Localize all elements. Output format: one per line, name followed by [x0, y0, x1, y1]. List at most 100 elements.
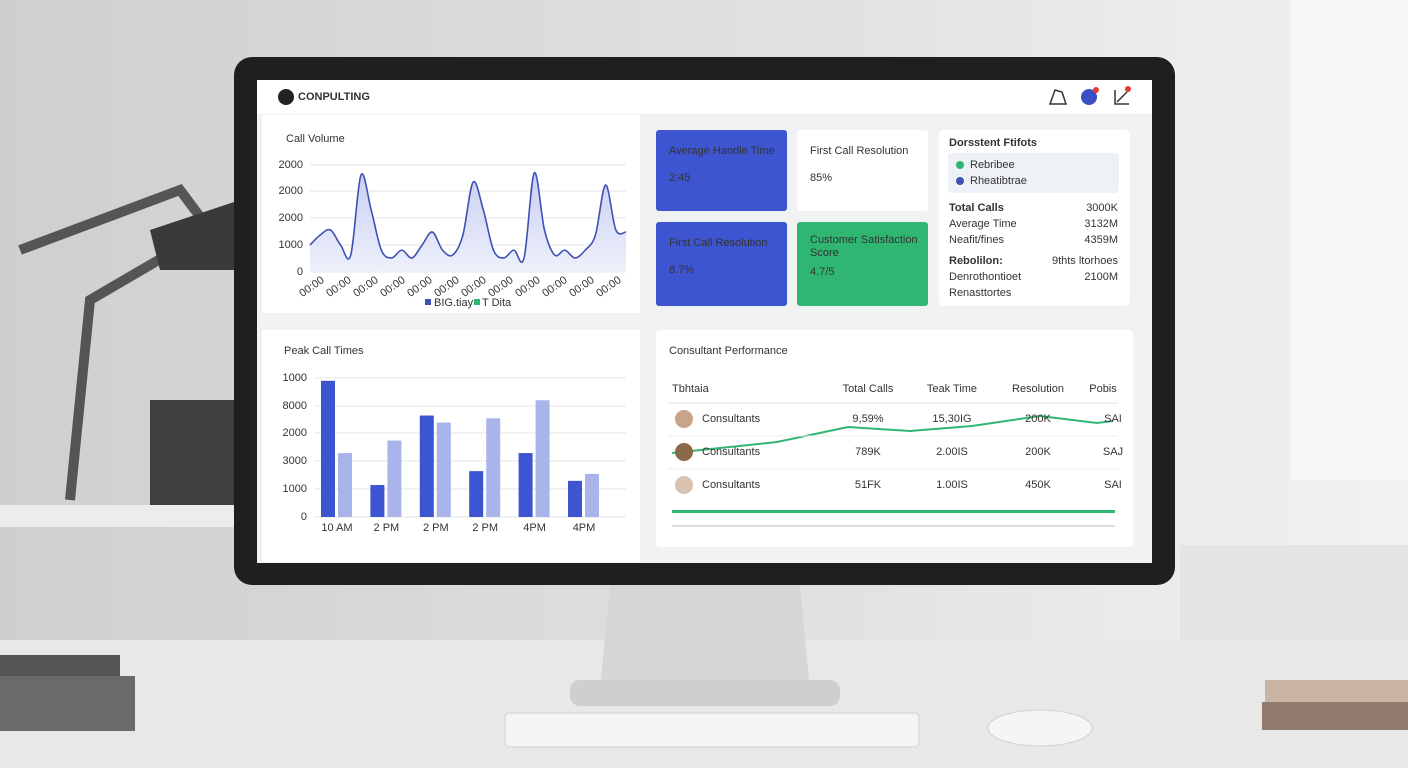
progress-track	[672, 525, 1115, 527]
kpi-label: First Call Resolution	[669, 237, 767, 249]
kpi-value: 85%	[810, 172, 832, 184]
bar	[338, 453, 352, 517]
bar	[419, 415, 434, 517]
y-label: 2000	[279, 159, 303, 171]
mouse	[987, 709, 1093, 747]
icon[interactable]	[1114, 90, 1129, 105]
bar	[568, 480, 582, 517]
legend-swatch	[474, 299, 480, 305]
cell: SAI	[1104, 413, 1122, 425]
row-value: 4359M	[1084, 234, 1118, 246]
y-label: 0	[301, 511, 307, 523]
row-label: Rebolilon:	[949, 255, 1003, 267]
panel-title: Peak Call Times	[284, 345, 364, 357]
bar	[585, 473, 599, 517]
row-label: Neafit/fines	[949, 234, 1005, 246]
area	[310, 172, 626, 272]
row-label: Total Calls	[949, 202, 1004, 214]
legend-box	[948, 153, 1119, 193]
row-value: 3000K	[1086, 202, 1118, 214]
cell: SAI	[1104, 479, 1122, 491]
row-value: 3132M	[1084, 218, 1118, 230]
icon[interactable]	[1081, 89, 1097, 105]
cell: 200K	[1025, 446, 1051, 458]
x-label: 10 AM	[321, 522, 352, 534]
progress	[672, 510, 1115, 513]
cell: 200K	[1025, 413, 1051, 425]
brand: CONPULTING	[298, 91, 370, 103]
column-header: Teak Time	[927, 383, 977, 395]
lamp-head	[150, 200, 250, 270]
header-bar	[257, 80, 1152, 114]
x-label: 2 PM	[374, 522, 400, 534]
row-label: Renasttortes	[949, 287, 1012, 299]
x-label: 2 PM	[423, 522, 449, 534]
bar	[436, 422, 451, 517]
bar	[535, 400, 550, 517]
cell: 51FK	[855, 479, 882, 491]
y-label: 0	[297, 266, 303, 278]
stand-base	[570, 680, 840, 706]
avatar	[675, 410, 693, 428]
row-value: 9thts ltorhoes	[1052, 255, 1119, 267]
bar	[486, 418, 501, 517]
y-label: 3000	[283, 455, 307, 467]
column-header: Total Calls	[843, 383, 894, 395]
panel-title: Dorsstent Ftifots	[949, 137, 1037, 149]
book	[1265, 680, 1408, 704]
column-header: Tbhtaia	[672, 383, 710, 395]
logo	[278, 89, 294, 105]
cell: Consultants	[702, 479, 761, 491]
kpi-label: First Call Resolution	[810, 145, 908, 157]
y-label: 1000	[279, 239, 303, 251]
book	[0, 676, 135, 731]
bar	[518, 453, 533, 517]
cell: 1.00IS	[936, 479, 968, 491]
panel	[262, 115, 640, 313]
y-label: 2000	[279, 185, 303, 197]
cell: 9,59%	[852, 413, 883, 425]
kpi-card	[656, 130, 787, 211]
panel	[656, 330, 1133, 547]
legend-label: T Dita	[482, 297, 512, 309]
cell: Consultants	[702, 413, 761, 425]
row-label: Average Time	[949, 218, 1017, 230]
kpi-value: 4.7/5	[810, 266, 834, 278]
cell: 15,30IG	[932, 413, 971, 425]
legend-label: Rebribee	[970, 159, 1015, 171]
y-label: 1000	[283, 483, 307, 495]
bar	[387, 440, 402, 517]
window	[1290, 0, 1408, 480]
avatar	[675, 476, 693, 494]
book	[1262, 702, 1408, 730]
x-label: 4PM	[573, 522, 596, 534]
cell: Consultants	[702, 446, 761, 458]
cell: 450K	[1025, 479, 1051, 491]
avatar	[675, 443, 693, 461]
stand	[600, 585, 810, 690]
keyboard	[504, 712, 920, 748]
bar	[469, 471, 484, 517]
x-label: 4PM	[523, 522, 546, 534]
kpi-card	[797, 130, 928, 211]
icon[interactable]	[1048, 89, 1068, 105]
kpi-label: Average Handle Time	[669, 145, 775, 157]
panel-title: Call Volume	[286, 133, 345, 145]
kpi-value: 2:45	[669, 172, 690, 184]
badge	[1093, 87, 1099, 93]
row-label: Denrothontioet	[949, 271, 1021, 283]
x-label: 2 PM	[472, 522, 498, 534]
legend-label: Rheatibtrae	[970, 175, 1027, 187]
bar	[321, 380, 335, 517]
y-label: 2000	[279, 212, 303, 224]
y-label: 2000	[283, 427, 307, 439]
kpi-label: Customer Satisfaction Score	[810, 234, 918, 259]
badge	[1125, 86, 1131, 92]
cell: SAJ	[1103, 446, 1123, 458]
kpi-card	[797, 222, 928, 306]
shelf	[0, 505, 240, 527]
panel-title: Consultant Performance	[669, 345, 788, 357]
row-value: 2100M	[1084, 271, 1118, 283]
kpi-card	[656, 222, 787, 306]
